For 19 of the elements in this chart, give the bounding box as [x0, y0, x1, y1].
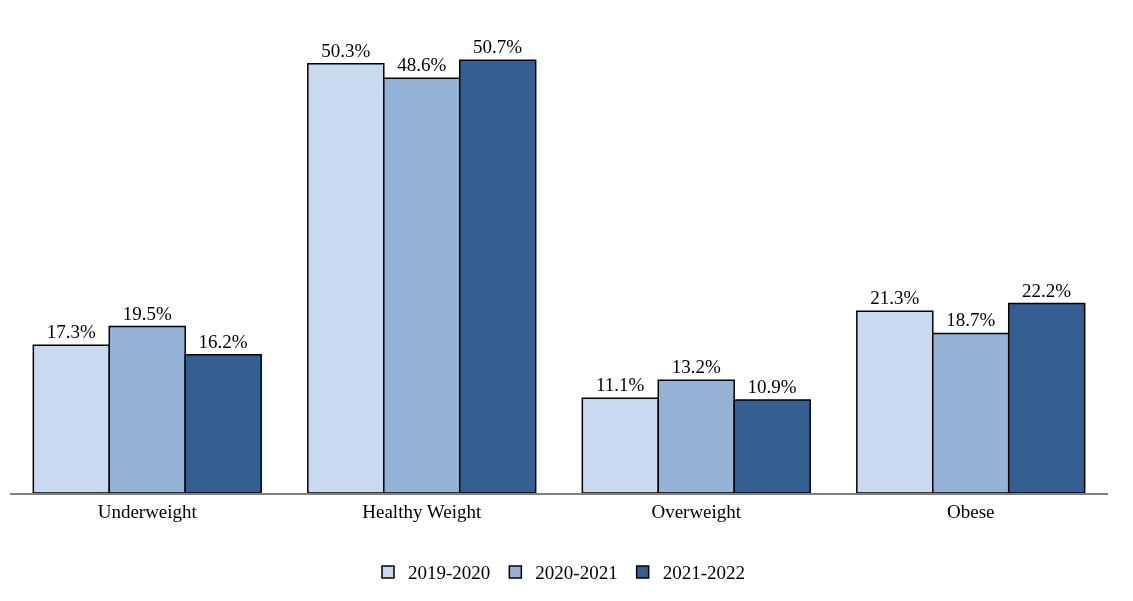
legend-label: 2020-2021: [535, 562, 618, 584]
data-label: 21.3%: [870, 287, 920, 309]
data-label: 50.3%: [321, 39, 371, 61]
data-label: 16.2%: [198, 330, 248, 352]
legend-label: 2019-2020: [408, 562, 491, 584]
data-label: 50.7%: [473, 36, 523, 58]
data-label: 17.3%: [46, 321, 96, 343]
legend-label: 2021-2022: [662, 562, 745, 584]
data-label: 18.7%: [946, 309, 996, 331]
x-tick-label: Overweight: [651, 500, 742, 522]
data-label: 13.2%: [671, 356, 721, 378]
x-tick-label: Underweight: [97, 500, 198, 522]
x-tick-label: Healthy Weight: [362, 500, 482, 522]
data-label: 11.1%: [596, 374, 645, 396]
data-label: 19.5%: [122, 302, 172, 324]
x-tick-label: Obese: [947, 500, 995, 522]
data-label: 22.2%: [1022, 279, 1072, 301]
data-label: 48.6%: [397, 54, 447, 76]
data-label: 10.9%: [747, 375, 797, 397]
